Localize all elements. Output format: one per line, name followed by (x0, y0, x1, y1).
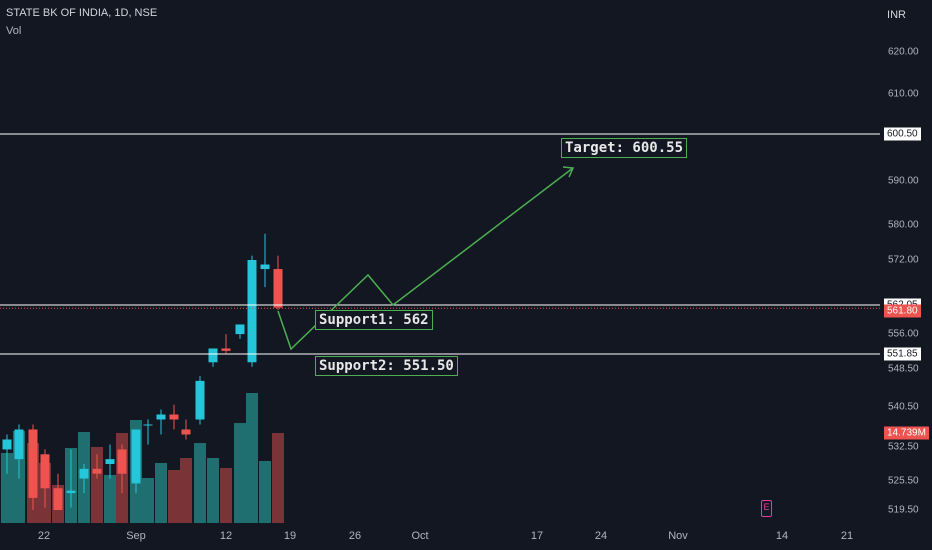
date-tick-label: 14 (775, 530, 789, 542)
price-tick-label: 519.50 (888, 504, 919, 516)
support2-label[interactable]: Support2: 551.50 (315, 356, 458, 376)
volume-bar (259, 461, 271, 523)
volume-bar (142, 478, 154, 523)
horizontal-line-price-badge: 551.85 (884, 347, 921, 361)
candlestick[interactable] (221, 334, 231, 354)
date-tick-label: 19 (283, 530, 297, 542)
volume-bar (91, 447, 103, 523)
target-label[interactable]: Target: 600.55 (561, 138, 688, 158)
candlestick[interactable] (156, 409, 166, 435)
candlestick[interactable] (181, 419, 191, 440)
support1-label[interactable]: Support1: 562 (315, 310, 433, 330)
candlestick[interactable] (260, 233, 270, 288)
candlestick[interactable] (40, 449, 50, 508)
volume-bar (194, 443, 206, 523)
date-tick-label: Oct (411, 530, 429, 542)
volume-bar (272, 433, 284, 523)
projection-arrowhead (562, 166, 575, 178)
price-tick-label: 532.50 (888, 441, 919, 453)
candlestick[interactable] (195, 376, 205, 425)
volume-bar (104, 475, 116, 523)
volume-bar (207, 458, 219, 523)
candlesticks (2, 233, 283, 511)
date-tick-label: 22 (37, 530, 51, 542)
projection-path[interactable] (277, 167, 574, 351)
volume-badge: 14.739M (884, 426, 929, 440)
candlestick[interactable] (105, 444, 115, 479)
volume-bar (234, 423, 246, 523)
date-tick-label: 24 (594, 530, 608, 542)
volume-bar (168, 470, 180, 523)
date-tick-label: 26 (348, 530, 362, 542)
horizontal-lines (0, 133, 880, 355)
volume-bar (220, 468, 232, 523)
volume-bar (155, 463, 167, 523)
candlestick[interactable] (117, 444, 127, 494)
date-tick-label: Nov (668, 530, 688, 542)
price-tick-label: 590.00 (888, 175, 919, 187)
price-tick-label: 580.00 (888, 219, 919, 231)
volume-bar (180, 458, 192, 523)
date-tick-label: 17 (530, 530, 544, 542)
candlestick[interactable] (131, 429, 141, 494)
horizontal-line-price-badge: 600.50 (884, 127, 921, 141)
candlestick[interactable] (28, 424, 38, 511)
date-tick-label: 12 (219, 530, 233, 542)
candlestick[interactable] (2, 434, 12, 474)
price-tick-label: 572.00 (888, 254, 919, 266)
event-marker-icon[interactable]: E (761, 500, 772, 517)
price-tick-label: 525.50 (888, 475, 919, 487)
symbol-title[interactable]: STATE BK OF INDIA, 1D, NSE (6, 7, 158, 19)
volume-indicator-label[interactable]: Vol (6, 25, 22, 37)
candlestick[interactable] (79, 464, 89, 494)
date-tick-label: Sep (126, 530, 146, 542)
candlestick[interactable] (169, 404, 179, 430)
candlestick[interactable] (273, 255, 283, 311)
candlestick[interactable] (247, 255, 257, 367)
volume-bar (1, 453, 13, 523)
candlestick[interactable] (143, 419, 153, 445)
price-tick-label: 556.00 (888, 328, 919, 340)
candlestick[interactable] (92, 454, 102, 479)
price-tick-label: 540.50 (888, 401, 919, 413)
candlestick[interactable] (235, 324, 245, 339)
currency-label: INR (887, 9, 906, 21)
candlestick[interactable] (66, 449, 76, 508)
date-tick-label: 21 (840, 530, 854, 542)
candlestick[interactable] (208, 348, 218, 367)
price-tick-label: 610.00 (888, 88, 919, 100)
price-tick-label: 548.50 (888, 363, 919, 375)
candlestick[interactable] (14, 424, 24, 479)
candlestick[interactable] (53, 473, 63, 510)
current-price-badge: 561.80 (884, 304, 921, 318)
price-tick-label: 620.00 (888, 46, 919, 58)
volume-bar (246, 393, 258, 523)
